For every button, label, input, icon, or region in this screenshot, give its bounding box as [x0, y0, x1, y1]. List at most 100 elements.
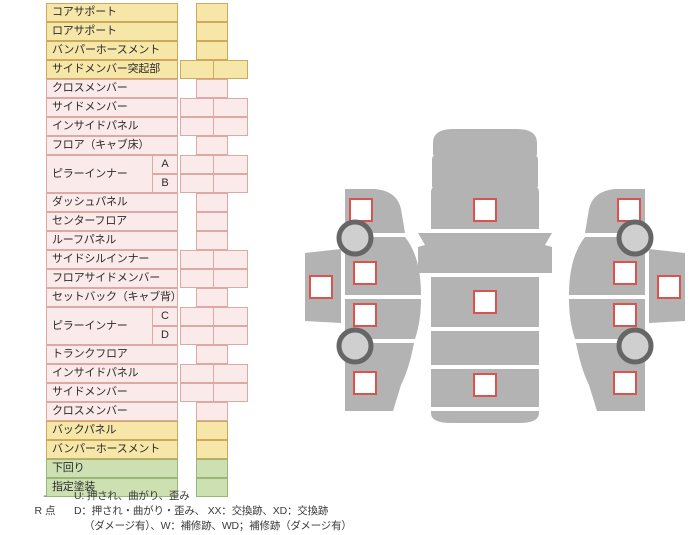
part-label: インサイドパネル: [46, 364, 178, 383]
part-label: ルーフパネル: [46, 231, 178, 250]
table-row: セットバック（キャブ背）: [46, 288, 248, 307]
table-row: フロア（キャブ床）: [46, 136, 248, 155]
result-cell[interactable]: [213, 60, 248, 79]
part-label: コアサポート: [46, 3, 178, 22]
table-row: サイドシルインナー: [46, 250, 248, 269]
result-cell[interactable]: [180, 155, 214, 174]
legend-value: D：押され・曲がり・歪み、 XX：交換跡、XD：交換跡: [74, 505, 329, 517]
damage-marker: [613, 371, 637, 395]
damage-marker: [613, 303, 637, 327]
table-row: 指定塗装: [46, 478, 248, 497]
result-cell[interactable]: [180, 98, 214, 117]
table-row: クロスメンバー: [46, 402, 248, 421]
table-row: コアサポート: [46, 3, 248, 22]
part-label: サイドメンバー突起部: [46, 60, 178, 79]
result-cell[interactable]: [196, 212, 228, 231]
table-row: ロアサポート: [46, 22, 248, 41]
result-cell[interactable]: [213, 98, 248, 117]
damage-marker: [617, 198, 641, 222]
result-cell[interactable]: [213, 364, 248, 383]
result-cell[interactable]: [213, 269, 248, 288]
table-row: フロアサイドメンバー: [46, 269, 248, 288]
damage-marker: [473, 198, 497, 222]
damage-marker: [657, 275, 681, 299]
result-cell[interactable]: [196, 345, 228, 364]
result-cell[interactable]: [196, 459, 228, 478]
damage-marker: [473, 373, 497, 397]
wheel: [336, 327, 374, 365]
damage-marker: [613, 261, 637, 285]
part-label: サイドメンバー: [46, 383, 178, 402]
table-row: バックパネル: [46, 421, 248, 440]
vehicle-diagram: [305, 125, 685, 425]
result-cell[interactable]: [196, 22, 228, 41]
result-cell[interactable]: [180, 364, 214, 383]
table-row: B: [46, 174, 248, 193]
result-cell[interactable]: [213, 250, 248, 269]
result-cell[interactable]: [180, 326, 214, 345]
table-row: ピラーインナー C: [46, 307, 248, 345]
part-label: インサイドパネル: [46, 117, 178, 136]
damage-marker: [353, 371, 377, 395]
inspection-table: コアサポート ロアサポート バンパーホースメント サイドメンバー突起部 クロスメンバーサ…: [46, 3, 248, 497]
part-label: バンパーホースメント: [46, 440, 178, 459]
result-cell[interactable]: [213, 307, 248, 326]
result-cell[interactable]: [196, 193, 228, 212]
result-cell[interactable]: [196, 231, 228, 250]
part-label: フロア（キャブ床）: [46, 136, 178, 155]
table-row: サイドメンバー: [46, 383, 248, 402]
result-cell[interactable]: [180, 117, 214, 136]
table-row: センターフロア: [46, 212, 248, 231]
right-side-view: [569, 189, 685, 411]
top-view: [418, 129, 552, 423]
damage-marker: [473, 290, 497, 314]
result-cell[interactable]: [213, 383, 248, 402]
legend-row: R 点 D：押され・曲がり・歪み、 XX：交換跡、XD：交換跡 （ダメージ有）、…: [24, 504, 364, 534]
part-label: 下回り: [46, 459, 178, 478]
result-cell[interactable]: [196, 402, 228, 421]
result-cell[interactable]: [180, 60, 214, 79]
result-cell[interactable]: [213, 326, 248, 345]
result-cell[interactable]: [196, 288, 228, 307]
part-label: クロスメンバー: [46, 402, 178, 421]
result-cell[interactable]: [180, 307, 214, 326]
part-sublabel: A: [152, 155, 178, 174]
part-sublabel: C: [152, 307, 178, 326]
part-label: トランクフロア: [46, 345, 178, 364]
result-cell[interactable]: [196, 3, 228, 22]
legend: - U: 押され、曲がり、歪み R 点 D：押され・曲がり・歪み、 XX：交換跡…: [24, 489, 364, 534]
table-row: 下回り: [46, 459, 248, 478]
result-cell[interactable]: [196, 136, 228, 155]
result-cell[interactable]: [196, 41, 228, 60]
wheel: [336, 219, 374, 257]
result-cell[interactable]: [180, 269, 214, 288]
left-side-view: [305, 189, 421, 411]
result-cell[interactable]: [196, 440, 228, 459]
table-row: トランクフロア: [46, 345, 248, 364]
part-sublabel: D: [152, 326, 178, 345]
wheel: [616, 327, 654, 365]
legend-row: - U: 押され、曲がり、歪み: [24, 489, 364, 504]
result-cell[interactable]: [180, 383, 214, 402]
table-row: バンパーホースメント: [46, 440, 248, 459]
result-cell[interactable]: [180, 174, 214, 193]
result-cell[interactable]: [180, 250, 214, 269]
result-cell[interactable]: [213, 117, 248, 136]
part-label: フロアサイドメンバー: [46, 269, 178, 288]
damage-marker: [309, 275, 333, 299]
result-cell[interactable]: [213, 155, 248, 174]
part-label: センターフロア: [46, 212, 178, 231]
damage-marker: [353, 303, 377, 327]
result-cell[interactable]: [196, 478, 228, 497]
result-cell[interactable]: [196, 79, 228, 98]
result-cell[interactable]: [196, 421, 228, 440]
part-label: 指定塗装: [46, 478, 178, 497]
damage-marker: [353, 261, 377, 285]
result-cell[interactable]: [213, 174, 248, 193]
wheel: [616, 219, 654, 257]
part-label: ダッシュパネル: [46, 193, 178, 212]
table-row: インサイドパネル: [46, 117, 248, 136]
part-label: バックパネル: [46, 421, 178, 440]
legend-key: R 点: [34, 505, 56, 517]
legend-value-continued: （ダメージ有）、W：補修跡、WD；補修跡（ダメージ有）: [84, 520, 352, 532]
